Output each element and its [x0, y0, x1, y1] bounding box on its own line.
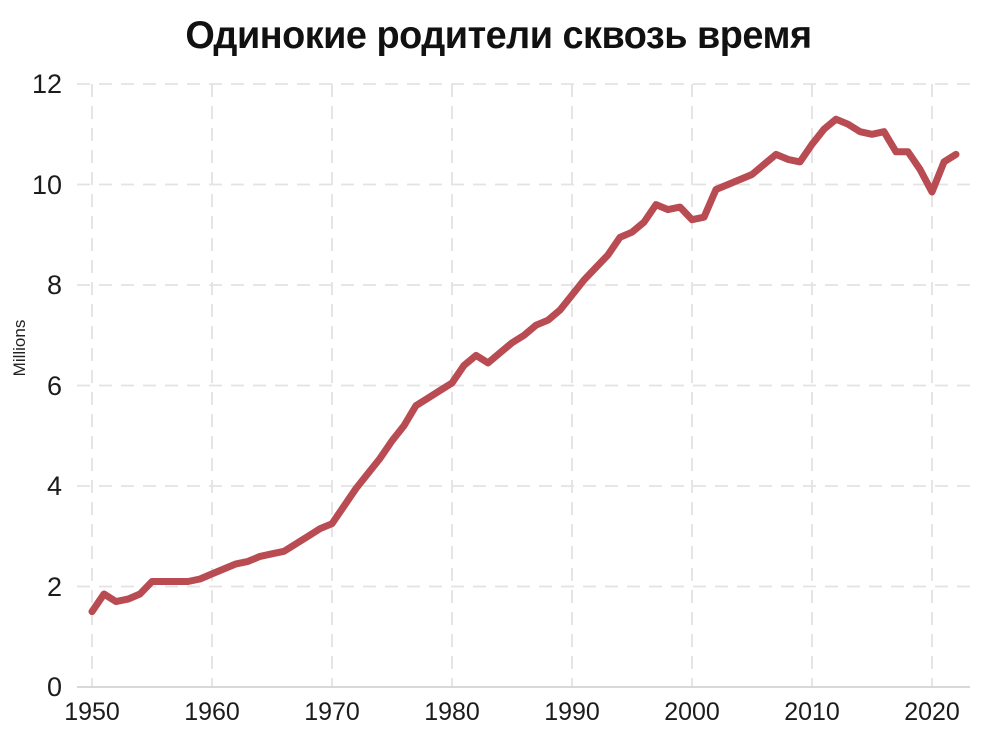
- x-tick-label: 2010: [784, 698, 840, 726]
- y-tick-label: 4: [46, 471, 62, 501]
- y-tick-label: 12: [31, 69, 62, 99]
- x-tick-label: 1970: [304, 698, 360, 726]
- gridlines: [77, 83, 970, 687]
- x-tick-label: 1980: [424, 698, 480, 726]
- x-tick-label: 1960: [184, 698, 240, 726]
- y-tick-label: 8: [46, 270, 62, 300]
- y-tick-label: 0: [46, 672, 62, 702]
- y-tick-label: 2: [46, 571, 62, 602]
- chart-title: Одинокие родители сквозь время: [185, 14, 812, 57]
- x-tick-label: 2020: [904, 698, 960, 726]
- x-tick-label: 1990: [544, 698, 600, 726]
- y-axis-title: Millions: [10, 319, 29, 377]
- series-line: [88, 115, 960, 616]
- data-line-single-parents: [88, 115, 960, 616]
- y-tick-label: 6: [46, 370, 62, 401]
- x-tick-label: 2000: [664, 698, 720, 726]
- x-tick-label: 1950: [64, 698, 120, 726]
- y-tick-label: 10: [31, 169, 62, 200]
